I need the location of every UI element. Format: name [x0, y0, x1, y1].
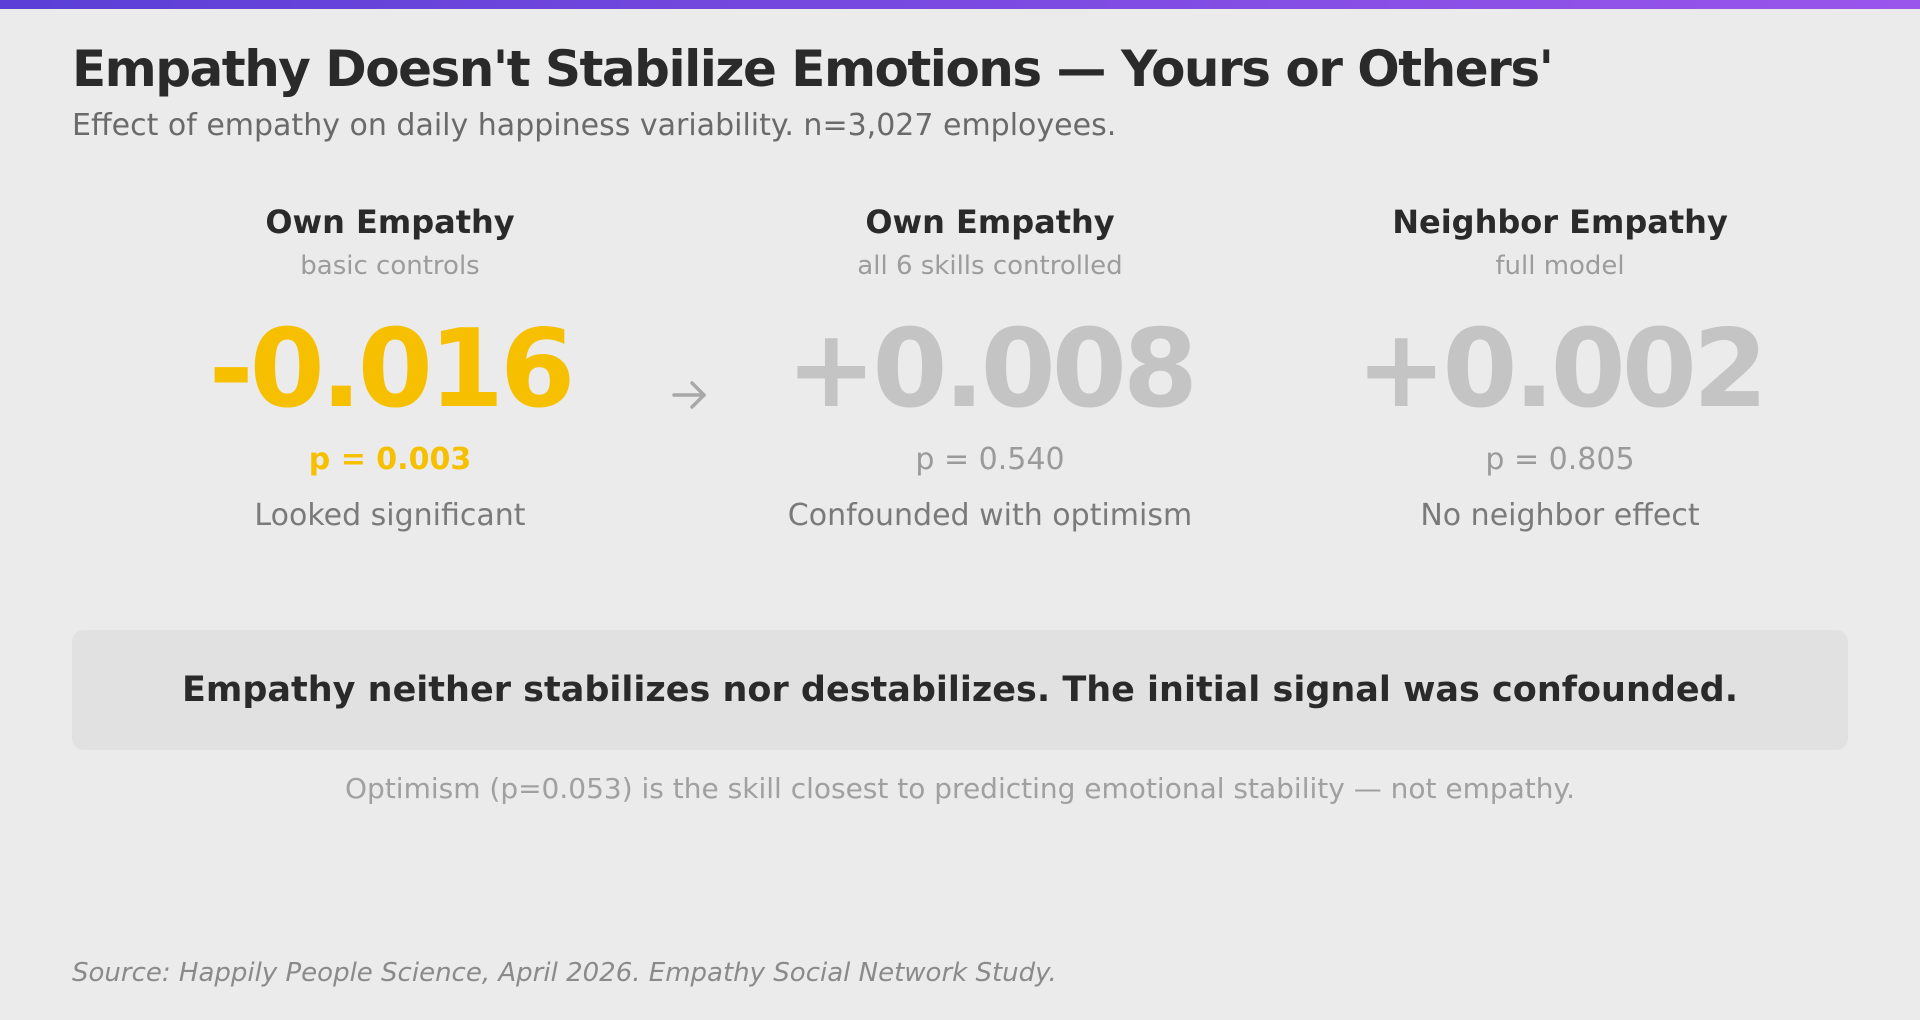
stat-subtitle: full model — [1495, 251, 1625, 281]
stat-column-own-empathy-controlled: Own Empathy all 6 skills controlled +0.0… — [730, 200, 1250, 536]
footnote: Optimism (p=0.053) is the skill closest … — [345, 772, 1575, 805]
stat-subtitle: all 6 skills controlled — [857, 251, 1123, 281]
stat-note: Looked significant — [254, 498, 526, 533]
stat-title: Own Empathy — [265, 203, 515, 241]
stat-column-neighbor-empathy: Neighbor Empathy full model +0.002 p = 0… — [1300, 200, 1820, 536]
stat-value: +0.008 — [785, 307, 1198, 432]
stat-value: -0.016 — [208, 307, 575, 432]
stat-note: Confounded with optimism — [787, 498, 1193, 533]
conclusion-callout: Empathy neither stabilizes nor destabili… — [72, 630, 1848, 750]
page-title: Empathy Doesn't Stabilize Emotions — You… — [72, 40, 1554, 98]
stat-p-value: p = 0.540 — [915, 442, 1065, 477]
page-subtitle: Effect of empathy on daily happiness var… — [72, 108, 1117, 143]
stat-title: Own Empathy — [865, 203, 1115, 241]
stat-title: Neighbor Empathy — [1392, 203, 1728, 241]
stat-note: No neighbor effect — [1420, 498, 1700, 533]
source-citation: Source: Happily People Science, April 20… — [72, 958, 1057, 988]
conclusion-text: Empathy neither stabilizes nor destabili… — [181, 670, 1739, 710]
stat-p-value: p = 0.003 — [308, 442, 472, 477]
accent-top-bar — [0, 0, 1920, 9]
arrow-right-icon — [672, 381, 706, 409]
stat-p-value: p = 0.805 — [1485, 442, 1635, 477]
stat-value: +0.002 — [1355, 307, 1768, 432]
stat-subtitle: basic controls — [300, 251, 480, 281]
stat-column-own-empathy-basic: Own Empathy basic controls -0.016 p = 0.… — [130, 200, 650, 536]
